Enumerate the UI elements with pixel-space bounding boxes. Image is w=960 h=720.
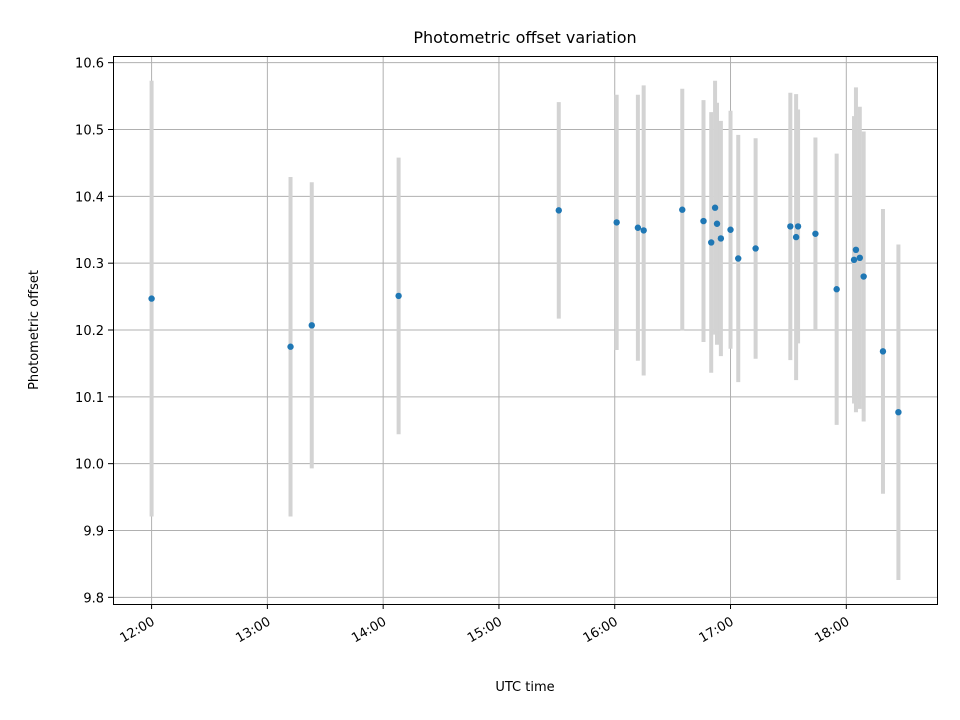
data-point-25 — [860, 273, 867, 280]
data-point-22 — [850, 256, 858, 264]
data-point-24 — [856, 254, 864, 262]
x-tick-label-4: 16:00 — [581, 614, 621, 646]
data-point-6 — [634, 224, 642, 231]
data-point-16 — [752, 245, 759, 252]
y-tick-label-5: 10.3 — [75, 257, 104, 272]
data-point-21 — [833, 286, 840, 293]
data-point-17 — [787, 223, 794, 230]
x-tick-label-6: 18:00 — [812, 614, 852, 646]
grid-lines — [113, 56, 937, 604]
data-point-4 — [555, 207, 562, 214]
data-point-1 — [287, 343, 294, 350]
x-axis-ticks: 12:00 13:00 14:00 15:00 16:00 17:00 18:00 — [118, 604, 852, 646]
data-point-0 — [148, 295, 155, 302]
x-tick-label-0: 12:00 — [118, 614, 158, 646]
data-point-19 — [794, 223, 802, 230]
x-tick-label-2: 14:00 — [349, 614, 389, 646]
y-tick-label-7: 10.5 — [75, 124, 104, 139]
data-point-12 — [713, 220, 721, 227]
x-axis-label: UTC time — [495, 680, 554, 695]
y-tick-label-2: 10.0 — [75, 458, 104, 473]
data-point-2 — [308, 322, 315, 329]
data-point-10 — [708, 239, 715, 246]
data-point-18 — [792, 233, 800, 241]
plot-frame — [113, 56, 938, 605]
data-point-20 — [812, 230, 819, 237]
y-tick-label-1: 9.9 — [83, 524, 104, 539]
y-tick-label-3: 10.1 — [75, 391, 104, 406]
y-tick-label-0: 9.8 — [83, 591, 104, 606]
y-tick-label-4: 10.2 — [75, 324, 104, 339]
x-tick-label-1: 13:00 — [233, 614, 273, 646]
data-points — [148, 204, 902, 416]
y-axis-label: Photometric offset — [27, 270, 42, 390]
data-point-3 — [395, 292, 402, 300]
data-point-27 — [895, 409, 902, 416]
data-point-26 — [879, 348, 887, 355]
data-point-15 — [735, 255, 742, 262]
x-tick-label-5: 17:00 — [697, 614, 737, 646]
data-point-7 — [640, 227, 647, 234]
y-tick-label-6: 10.4 — [75, 190, 104, 205]
data-point-23 — [852, 246, 860, 254]
y-tick-label-8: 10.6 — [75, 57, 104, 72]
data-point-5 — [613, 219, 620, 226]
data-point-8 — [679, 206, 686, 213]
data-point-13 — [717, 235, 725, 242]
data-point-11 — [711, 204, 719, 211]
y-axis-ticks: 9.8 9.9 10.0 10.1 10.2 10.3 10.4 10.5 10.6 — [75, 57, 113, 606]
chart-title: Photometric offset variation — [413, 28, 636, 47]
data-point-14 — [727, 226, 734, 233]
x-tick-label-3: 15:00 — [465, 614, 505, 646]
data-point-9 — [700, 217, 707, 225]
